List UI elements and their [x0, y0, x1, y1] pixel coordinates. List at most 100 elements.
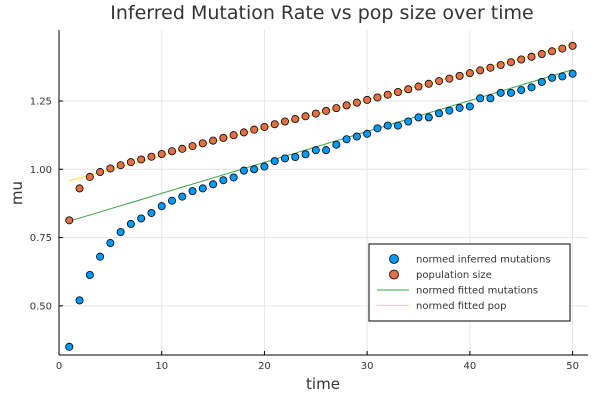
data-point: [404, 85, 413, 94]
x-tick-label: 30: [361, 361, 374, 372]
data-point: [270, 120, 279, 129]
data-point: [75, 296, 84, 305]
data-point: [167, 196, 176, 205]
data-point: [496, 60, 505, 69]
data-point: [260, 122, 269, 131]
data-point: [424, 79, 433, 88]
data-point: [106, 164, 115, 173]
data-point: [476, 66, 485, 75]
data-point: [342, 135, 351, 144]
data-point: [301, 150, 310, 159]
x-tick-label: 50: [566, 361, 579, 372]
data-point: [291, 152, 300, 161]
data-point: [106, 239, 115, 248]
data-point: [147, 208, 156, 217]
data-point: [178, 192, 187, 201]
data-point: [188, 187, 197, 196]
data-point: [537, 77, 546, 86]
data-point: [506, 58, 515, 67]
legend-marker-swatch: [389, 269, 399, 280]
data-point: [260, 162, 269, 171]
data-point: [527, 52, 536, 61]
data-point: [96, 252, 105, 261]
data-point: [558, 72, 567, 81]
data-point: [126, 158, 135, 167]
data-point: [476, 94, 485, 103]
legend-label: normed fitted pop: [416, 301, 506, 312]
data-point: [445, 106, 454, 115]
data-point: [209, 180, 218, 189]
data-point: [332, 140, 341, 149]
legend: normed inferred mutations population size…: [368, 243, 571, 322]
data-point: [455, 103, 464, 112]
data-point: [568, 69, 577, 78]
data-point: [455, 71, 464, 80]
x-ticks: 0 10 20 30 40 50: [56, 351, 579, 372]
data-point: [137, 155, 146, 164]
data-point: [239, 166, 248, 175]
data-point: [363, 95, 372, 104]
x-tick-label: 20: [258, 361, 271, 372]
data-point: [229, 131, 238, 140]
data-point: [85, 270, 94, 279]
legend-label: population size: [416, 270, 492, 281]
data-point: [188, 142, 197, 151]
data-point: [465, 69, 474, 78]
data-point: [250, 125, 259, 134]
y-tick-label: 0.75: [30, 233, 52, 244]
x-axis-label: time: [306, 375, 340, 393]
data-point: [435, 109, 444, 118]
data-point: [363, 129, 372, 138]
data-point: [209, 136, 218, 145]
data-point: [373, 93, 382, 102]
data-point: [147, 152, 156, 161]
data-point: [527, 83, 536, 92]
axes: [58, 30, 588, 356]
data-point: [404, 117, 413, 126]
data-point: [137, 214, 146, 223]
grid: [58, 30, 588, 355]
data-point: [435, 77, 444, 86]
data-point: [568, 41, 577, 50]
data-point: [383, 90, 392, 99]
y-tick-label: 0.50: [30, 301, 52, 312]
data-point: [517, 55, 526, 64]
data-point: [167, 147, 176, 156]
data-point: [250, 165, 259, 174]
data-point: [301, 112, 310, 121]
data-point: [280, 154, 289, 163]
y-axis-label: mu: [8, 181, 26, 205]
x-tick-label: 0: [56, 361, 62, 372]
data-point: [486, 63, 495, 72]
data-point: [229, 173, 238, 182]
data-point: [414, 82, 423, 91]
data-point: [393, 121, 402, 130]
data-point: [486, 94, 495, 103]
data-point: [239, 128, 248, 137]
data-point: [96, 168, 105, 177]
data-point: [219, 176, 228, 185]
data-point: [178, 144, 187, 153]
legend-marker-swatch: [389, 254, 399, 264]
data-point: [393, 87, 402, 96]
plot-points: [65, 41, 577, 351]
data-point: [280, 117, 289, 126]
data-point: [65, 342, 74, 351]
data-point: [548, 47, 557, 56]
data-point: [311, 109, 320, 118]
data-point: [332, 104, 341, 113]
x-tick-label: 10: [155, 361, 168, 372]
y-tick-label: 1.00: [30, 165, 52, 176]
data-point: [85, 172, 94, 181]
y-ticks: 0.50 0.75 1.00 1.25: [30, 97, 63, 312]
data-point: [414, 113, 423, 122]
data-point: [322, 146, 331, 155]
data-point: [373, 124, 382, 133]
data-point: [322, 106, 331, 115]
plot-lines: [69, 43, 573, 222]
data-point: [198, 139, 207, 148]
data-point: [352, 132, 361, 141]
data-point: [342, 101, 351, 110]
data-point: [219, 133, 228, 142]
